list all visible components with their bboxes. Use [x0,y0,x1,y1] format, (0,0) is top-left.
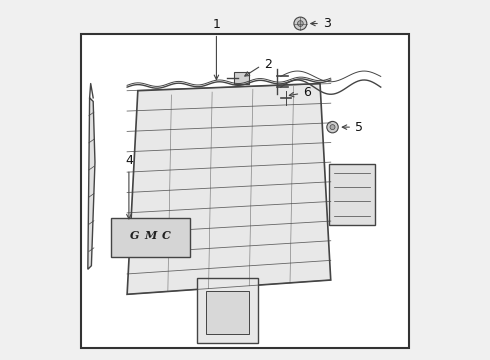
Text: M: M [144,230,156,241]
Circle shape [294,17,307,30]
Text: 5: 5 [355,121,363,134]
Text: G: G [129,230,139,241]
FancyBboxPatch shape [234,72,249,84]
Text: 4: 4 [125,154,133,167]
FancyBboxPatch shape [111,217,190,257]
Text: 3: 3 [323,17,331,30]
Text: 2: 2 [264,58,272,71]
Circle shape [330,125,335,130]
Circle shape [327,121,338,133]
Circle shape [297,21,303,26]
Text: 1: 1 [213,18,220,31]
FancyBboxPatch shape [206,291,248,334]
Polygon shape [127,84,331,294]
Polygon shape [88,98,95,269]
Text: 6: 6 [303,86,311,99]
Text: C: C [162,230,171,241]
FancyBboxPatch shape [329,164,375,225]
FancyBboxPatch shape [81,33,409,348]
FancyBboxPatch shape [197,278,258,342]
